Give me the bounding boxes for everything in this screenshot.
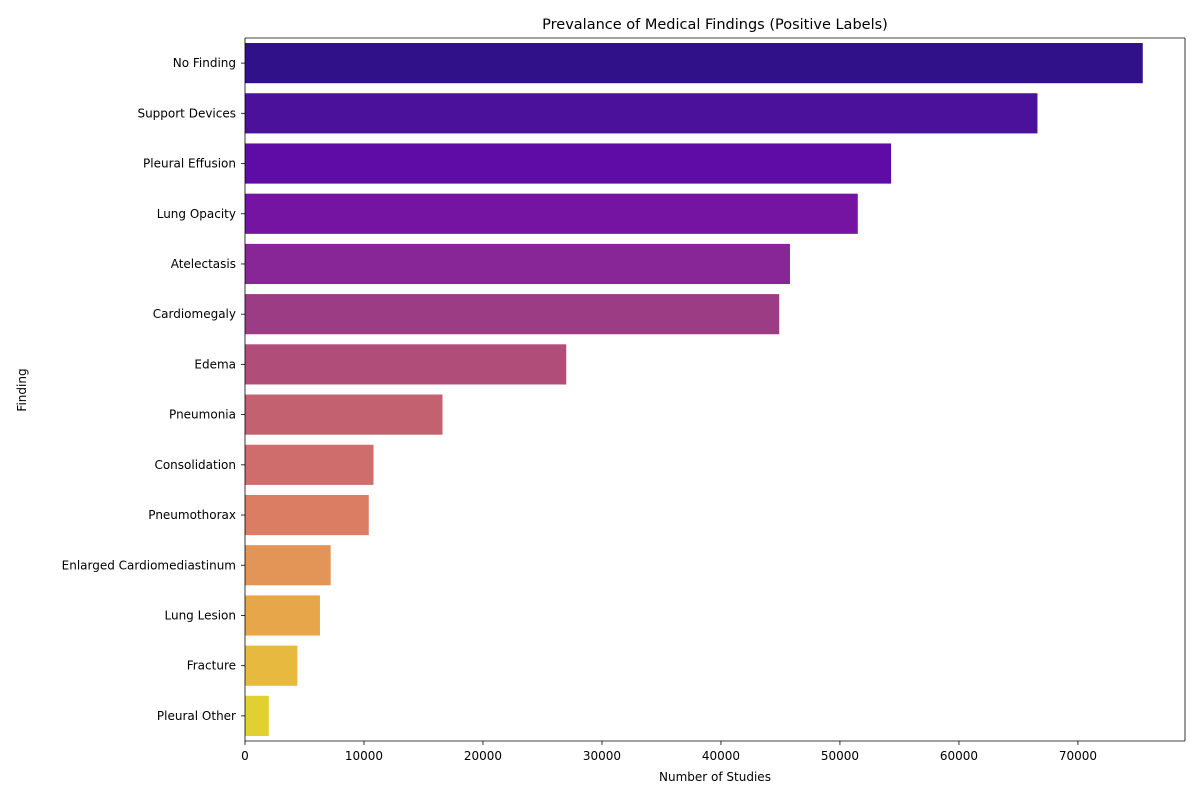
y-axis-label: Finding [15, 368, 29, 411]
y-tick-label: Pneumonia [169, 408, 236, 422]
y-tick-label: Consolidation [154, 458, 236, 472]
bar-pneumonia [245, 394, 443, 435]
y-tick-label: Pleural Other [157, 709, 236, 723]
bar-consolidation [245, 444, 374, 485]
bar-lung-opacity [245, 193, 858, 234]
y-axis-ticks: No Finding Support Devices Pleural Effusio… [62, 56, 245, 723]
y-tick-label: Atelectasis [171, 257, 236, 271]
x-tick-label: 60000 [940, 749, 978, 763]
x-tick-label: 10000 [345, 749, 383, 763]
bar-pneumothorax [245, 494, 369, 536]
bar-pleural-other [245, 695, 269, 736]
bar-enlarged-cardiomediastinum [245, 545, 331, 586]
y-tick-label: Enlarged Cardiomediastinum [62, 558, 236, 572]
x-axis-ticks: 0 10000 20000 30000 40000 50000 60000 70000 [241, 741, 1097, 763]
y-tick-label: Pneumothorax [148, 508, 236, 522]
x-tick-label: 20000 [464, 749, 502, 763]
bar-cardiomegaly [245, 294, 780, 335]
x-tick-label: 30000 [583, 749, 621, 763]
y-tick-label: Pleural Effusion [143, 157, 236, 171]
bars-group [245, 43, 1143, 736]
y-tick-label: Lung Lesion [164, 608, 236, 622]
y-tick-label: Cardiomegaly [153, 307, 236, 321]
y-tick-label: Support Devices [137, 106, 236, 120]
x-tick-label: 0 [241, 749, 249, 763]
x-tick-label: 40000 [702, 749, 740, 763]
y-tick-label: Lung Opacity [157, 207, 236, 221]
x-tick-label: 50000 [821, 749, 859, 763]
y-tick-label: Edema [194, 357, 236, 371]
bar-atelectasis [245, 243, 790, 285]
chart-title: Prevalance of Medical Findings (Positive… [542, 17, 888, 33]
bar-fracture [245, 645, 298, 686]
bar-edema [245, 344, 567, 385]
y-tick-label: No Finding [173, 56, 236, 70]
x-axis-label: Number of Studies [659, 770, 771, 784]
axes-frame [244, 37, 1186, 742]
bar-pleural-effusion [245, 143, 892, 184]
x-tick-label: 70000 [1059, 749, 1097, 763]
bar-no-finding [245, 43, 1143, 84]
y-tick-label: Fracture [187, 659, 236, 673]
bar-lung-lesion [245, 595, 320, 636]
bar-support-devices [245, 93, 1038, 134]
